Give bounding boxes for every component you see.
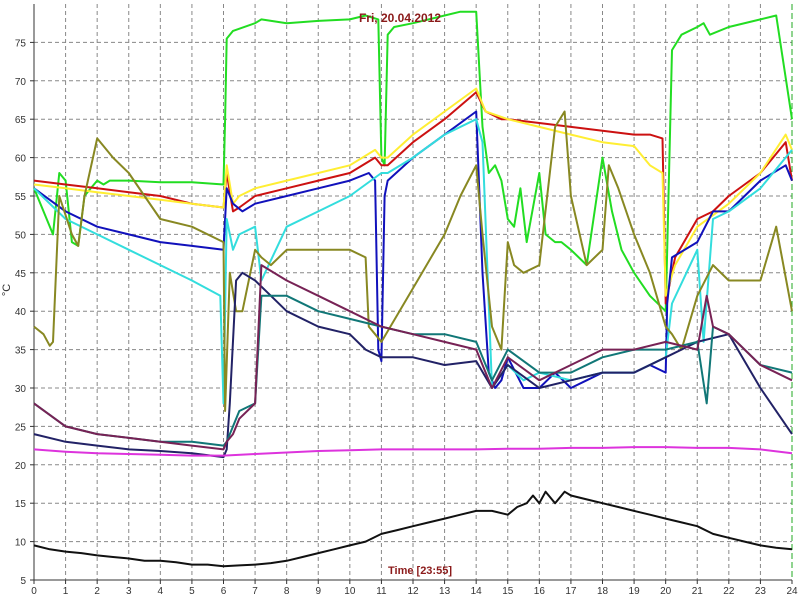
x-tick-label: 19 [629, 586, 641, 597]
y-tick-label: 50 [15, 230, 27, 241]
x-tick-label: 1 [63, 586, 69, 597]
y-tick-label: 40 [15, 307, 27, 318]
y-tick-label: 55 [15, 192, 27, 203]
x-tick-label: 8 [284, 586, 290, 597]
y-tick-label: 65 [15, 115, 27, 126]
y-tick-label: 20 [15, 461, 27, 472]
y-tick-label: 30 [15, 384, 27, 395]
x-tick-label: 12 [407, 586, 419, 597]
y-tick-label: 70 [15, 77, 27, 88]
x-tick-label: 18 [597, 586, 609, 597]
series-line-7 [33, 271, 793, 459]
y-tick-label: 25 [15, 422, 27, 433]
x-tick-label: 16 [534, 586, 546, 597]
x-tick-label: 21 [692, 586, 704, 597]
x-tick-label: 14 [471, 586, 483, 597]
axes [30, 4, 793, 584]
y-tick-label: 60 [15, 154, 27, 165]
x-tick-label: 24 [786, 586, 798, 597]
tick-labels: 0 1 2 3 4 5 6 7 8 9 10 11 12 13 14 15 16 17 18 19 20 21 22 23 24… [15, 38, 798, 597]
y-axis-label: °C [1, 284, 13, 296]
x-tick-label: 13 [439, 586, 451, 597]
x-tick-label: 7 [252, 586, 258, 597]
series-line-10 [33, 446, 793, 457]
series-line-5 [33, 118, 793, 405]
x-tick-label: 15 [502, 586, 514, 597]
series-line-11 [33, 490, 793, 568]
x-axis-label: Time [23:55] [388, 565, 452, 577]
x-tick-label: 20 [660, 586, 672, 597]
x-tick-label: 5 [189, 586, 195, 597]
x-tick-label: 11 [376, 586, 387, 597]
y-tick-label: 15 [15, 499, 27, 510]
y-tick-label: 5 [20, 576, 26, 587]
y-tick-label: 10 [15, 538, 27, 549]
x-tick-label: 22 [723, 586, 735, 597]
x-tick-label: 2 [94, 586, 100, 597]
x-tick-label: 6 [221, 586, 227, 597]
x-tick-label: 17 [565, 586, 577, 597]
series-line-9 [33, 264, 793, 451]
x-tick-label: 4 [158, 586, 164, 597]
series-group [33, 10, 793, 568]
x-tick-label: 23 [755, 586, 767, 597]
grid [34, 4, 792, 581]
y-tick-label: 75 [15, 38, 27, 49]
x-tick-label: 10 [344, 586, 356, 597]
x-tick-label: 0 [31, 586, 37, 597]
x-tick-label: 9 [315, 586, 321, 597]
y-tick-label: 45 [15, 269, 27, 280]
y-tick-label: 35 [15, 346, 27, 357]
chart-title: Fri, 20.04.2012 [359, 11, 441, 25]
series-line-6 [33, 110, 793, 412]
x-tick-label: 3 [126, 586, 132, 597]
